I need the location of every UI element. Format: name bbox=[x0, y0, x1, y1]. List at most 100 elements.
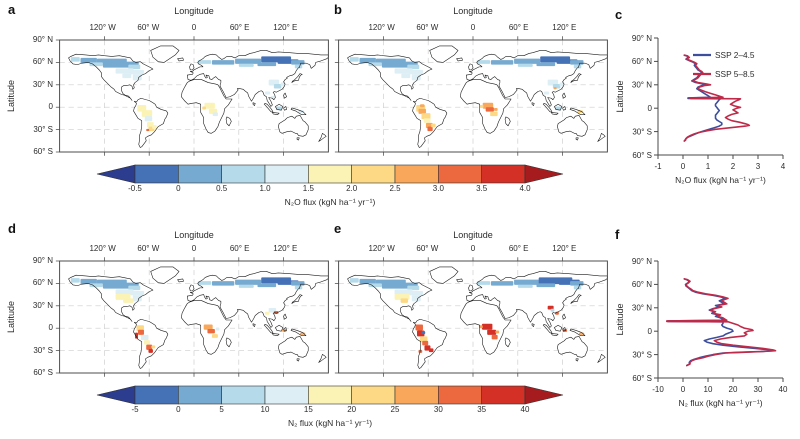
coastline bbox=[429, 45, 459, 63]
flux-cell bbox=[294, 285, 303, 290]
lat-tick-label: 60° N bbox=[32, 57, 53, 67]
flux-cell bbox=[294, 64, 303, 69]
flux-cell bbox=[152, 125, 157, 129]
landmass bbox=[318, 354, 327, 363]
coastline bbox=[225, 116, 232, 127]
map-b-longitude-title: Longitude bbox=[453, 6, 493, 16]
flux-cell bbox=[89, 283, 103, 288]
lat-tick-label: 30° S bbox=[33, 345, 53, 355]
colorbar-n2-gradient bbox=[96, 385, 564, 405]
y-tick-label: 60° S bbox=[632, 374, 652, 383]
coastline bbox=[557, 115, 588, 137]
coastline bbox=[465, 50, 608, 107]
flux-cell bbox=[419, 336, 428, 343]
flux-cell bbox=[123, 298, 134, 303]
landmass bbox=[557, 115, 588, 137]
coastline bbox=[554, 324, 563, 332]
flux-cell bbox=[407, 64, 420, 70]
colorbar-tick-label: 5 bbox=[219, 405, 224, 414]
coastline bbox=[133, 97, 169, 148]
flux-cell bbox=[276, 106, 283, 111]
coastline bbox=[554, 103, 563, 111]
map-canvas-b bbox=[334, 36, 608, 156]
flux-cell bbox=[235, 58, 262, 64]
colorbar-tick-label: 10 bbox=[260, 405, 270, 414]
lat-tick-label: 90° N bbox=[32, 35, 53, 44]
coastline bbox=[575, 358, 579, 362]
lon-tick-label: 60° E bbox=[508, 23, 529, 32]
coastline bbox=[296, 137, 300, 141]
flux-cell bbox=[146, 122, 154, 128]
colorbar-segment bbox=[438, 385, 482, 405]
coastline bbox=[278, 115, 309, 137]
coastline bbox=[189, 284, 195, 292]
flux-cell bbox=[273, 84, 282, 89]
flux-cell bbox=[490, 281, 514, 286]
coastline bbox=[283, 106, 287, 111]
coastline bbox=[551, 333, 559, 336]
flux-cell bbox=[137, 104, 147, 112]
coastline bbox=[263, 324, 274, 334]
colorbar-arrow-high bbox=[524, 164, 564, 184]
colorbar-segment bbox=[264, 164, 309, 184]
flux-cell bbox=[204, 102, 215, 109]
flux-cell bbox=[476, 281, 491, 285]
flux-cell bbox=[280, 82, 286, 87]
landmass bbox=[597, 354, 606, 363]
flux-cell bbox=[257, 283, 277, 288]
coastline bbox=[186, 50, 329, 107]
landmass bbox=[318, 133, 327, 142]
flux-cell bbox=[409, 290, 423, 296]
flux-cell bbox=[197, 281, 212, 285]
landmass bbox=[570, 73, 582, 83]
colorbar-tick-label: 30 bbox=[433, 405, 443, 414]
flux-cell bbox=[422, 340, 429, 346]
lon-tick-label: 120° E bbox=[273, 23, 298, 32]
flux-cell bbox=[215, 327, 220, 331]
flux-cell bbox=[122, 73, 132, 79]
x-tick-label: 2 bbox=[731, 162, 736, 171]
flux-cell bbox=[151, 345, 156, 349]
lon-tick-label: 0 bbox=[191, 23, 197, 32]
flux-cell bbox=[197, 60, 212, 64]
colorbar-segment bbox=[438, 164, 482, 184]
coastline bbox=[597, 354, 606, 363]
y-tick-label: 30° N bbox=[632, 304, 652, 313]
lat-tick-label: 30° N bbox=[32, 300, 53, 310]
flux-cell bbox=[212, 112, 218, 117]
flux-cell bbox=[375, 58, 406, 65]
map-canvas-e bbox=[334, 257, 608, 377]
colorbar-tick-label: 40 bbox=[520, 405, 530, 414]
map-panel-e: 120° W 60° W 0 60° E 120° E bbox=[334, 244, 610, 377]
flux-cell bbox=[415, 324, 423, 331]
flux-cell bbox=[431, 123, 436, 128]
x-tick-label: -10 bbox=[652, 385, 664, 394]
coastline bbox=[272, 112, 280, 115]
flux-cell bbox=[424, 345, 431, 351]
coastline bbox=[557, 336, 588, 358]
y-tick-label: 0 bbox=[648, 104, 653, 113]
coastline bbox=[531, 323, 535, 328]
flux-cell bbox=[130, 290, 144, 296]
y-axis-title: Latitude bbox=[615, 80, 625, 112]
colorbar-segment bbox=[481, 385, 526, 405]
flux-cell bbox=[423, 118, 431, 123]
y-tick-label: 90° N bbox=[632, 257, 652, 266]
coastline bbox=[252, 102, 256, 107]
flux-cell bbox=[487, 329, 497, 335]
flux-cell bbox=[211, 60, 235, 65]
flux-cell bbox=[573, 285, 582, 290]
landmass bbox=[189, 63, 194, 70]
landmass bbox=[543, 324, 553, 334]
flux-cell bbox=[490, 60, 514, 65]
flux-cell bbox=[514, 279, 541, 285]
lon-tick-label: 120° W bbox=[368, 244, 395, 253]
series-line-ssp585 bbox=[683, 54, 751, 142]
lon-tick-label: 60° W bbox=[416, 244, 439, 253]
coastline bbox=[177, 57, 184, 62]
coastline bbox=[133, 318, 169, 369]
flux-cell bbox=[573, 64, 582, 69]
lon-tick-label: 120° W bbox=[89, 23, 116, 32]
map-canvas-d bbox=[55, 257, 329, 377]
lat-tick-label: 90° N bbox=[32, 256, 53, 265]
